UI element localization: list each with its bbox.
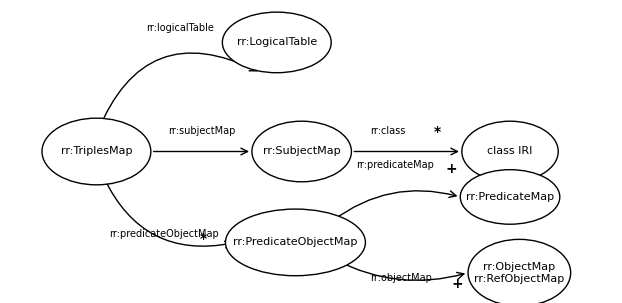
FancyArrowPatch shape xyxy=(337,260,464,280)
Text: rr:PredicateMap: rr:PredicateMap xyxy=(466,192,554,202)
Text: rr:subjectMap: rr:subjectMap xyxy=(168,126,235,136)
Text: rr:PredicateObjectMap: rr:PredicateObjectMap xyxy=(233,237,358,248)
Text: rr:class: rr:class xyxy=(370,126,406,136)
Ellipse shape xyxy=(252,121,351,182)
Text: rr:ObjectMap
rr:RefObjectMap: rr:ObjectMap rr:RefObjectMap xyxy=(474,262,565,284)
Text: rr:predicateObjectMap: rr:predicateObjectMap xyxy=(109,229,218,239)
Text: rr:predicateMap: rr:predicateMap xyxy=(356,160,434,170)
Text: rr:LogicalTable: rr:LogicalTable xyxy=(236,37,317,48)
Text: +: + xyxy=(452,277,463,291)
Ellipse shape xyxy=(223,12,332,73)
Text: rr:TriplesMap: rr:TriplesMap xyxy=(61,146,132,157)
Ellipse shape xyxy=(225,209,366,276)
Text: rr:logicalTable: rr:logicalTable xyxy=(146,23,215,33)
Text: class IRI: class IRI xyxy=(488,146,532,157)
Text: rr:SubjectMap: rr:SubjectMap xyxy=(263,146,340,157)
Text: *: * xyxy=(200,232,207,246)
Text: +: + xyxy=(445,162,457,176)
FancyArrowPatch shape xyxy=(104,177,232,248)
FancyArrowPatch shape xyxy=(98,53,257,132)
Text: rr:objectMap: rr:objectMap xyxy=(370,273,432,283)
Ellipse shape xyxy=(468,239,571,303)
Ellipse shape xyxy=(42,118,151,185)
Ellipse shape xyxy=(462,121,559,182)
Ellipse shape xyxy=(460,170,560,224)
FancyArrowPatch shape xyxy=(333,191,456,221)
Text: *: * xyxy=(434,125,441,139)
